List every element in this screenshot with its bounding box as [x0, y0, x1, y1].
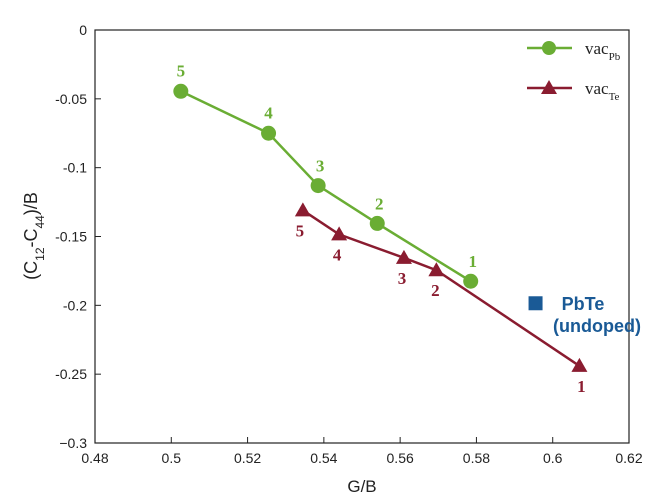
reference-label-line2: (undoped): [553, 316, 641, 336]
data-point-vac-te: [571, 357, 588, 372]
x-tick-label: 0.62: [615, 450, 642, 466]
data-point-vac-pb: [463, 273, 479, 289]
legend-marker-triangle: [541, 80, 557, 94]
data-point-vac-te: [294, 202, 311, 217]
legend-item-vac-te: vacTe: [527, 79, 620, 103]
y-tick-label: -0.2: [63, 297, 87, 313]
y-tick-label: -0.05: [55, 91, 87, 107]
data-label-vac-pb: 2: [375, 194, 384, 213]
data-label-vac-te: 3: [398, 269, 407, 288]
data-label-vac-te: 5: [296, 221, 305, 240]
data-label-vac-te: 2: [431, 281, 440, 300]
data-label-vac-pb: 4: [264, 103, 273, 122]
y-tick-label: -0.15: [55, 229, 87, 245]
x-tick-label: 0.5: [162, 450, 182, 466]
x-tick-label: 0.58: [463, 450, 490, 466]
y-tick-label: −0.3: [59, 435, 87, 451]
x-tick-label: 0.6: [543, 450, 563, 466]
data-point-vac-te: [395, 249, 412, 264]
y-tick-label: -0.1: [63, 160, 87, 176]
axis-ticks: 0.48 0.5 0.52 0.54 0.56 0.58 0.6 0.62 0 -0.05 -0.1…: [55, 22, 643, 466]
legend-label-vac-te: vacTe: [585, 79, 620, 103]
data-label-vac-pb: 3: [316, 157, 325, 176]
data-label-vac-te: 1: [577, 377, 586, 396]
legend-item-vac-pb: vacPb: [527, 39, 621, 63]
legend-marker-circle: [542, 41, 556, 55]
x-axis-label: G/B: [347, 477, 376, 496]
legend-label-vac-pb: vacPb: [585, 39, 621, 63]
reference-layer: [528, 296, 543, 311]
x-tick-label: 0.52: [234, 450, 261, 466]
data-point-vac-pb: [173, 83, 189, 99]
reference-label-line1: PbTe: [562, 294, 605, 314]
y-tick-label: -0.25: [55, 366, 87, 382]
series-line-vac-pb: [180, 90, 472, 283]
data-point-vac-te: [428, 262, 445, 277]
x-tick-label: 0.54: [310, 450, 337, 466]
x-tick-label: 0.56: [387, 450, 414, 466]
y-axis-label: (C12-C44)/B: [21, 192, 47, 280]
y-tick-label: 0: [79, 22, 87, 38]
series-layer: 5 4 3 2 1 5 4 3 2 1: [173, 61, 588, 396]
x-tick-label: 0.48: [81, 450, 108, 466]
data-point-vac-pb: [369, 215, 385, 231]
data-point-vac-pb: [310, 178, 326, 194]
data-label-vac-te: 4: [333, 245, 342, 264]
legend: vacPb vacTe: [527, 39, 621, 103]
data-label-vac-pb: 5: [177, 61, 186, 80]
data-label-vac-pb: 1: [468, 252, 477, 271]
reference-point-pbte: [528, 296, 543, 311]
data-point-vac-pb: [261, 125, 277, 141]
data-point-vac-te: [331, 226, 348, 241]
series-line-vac-te: [302, 209, 581, 367]
